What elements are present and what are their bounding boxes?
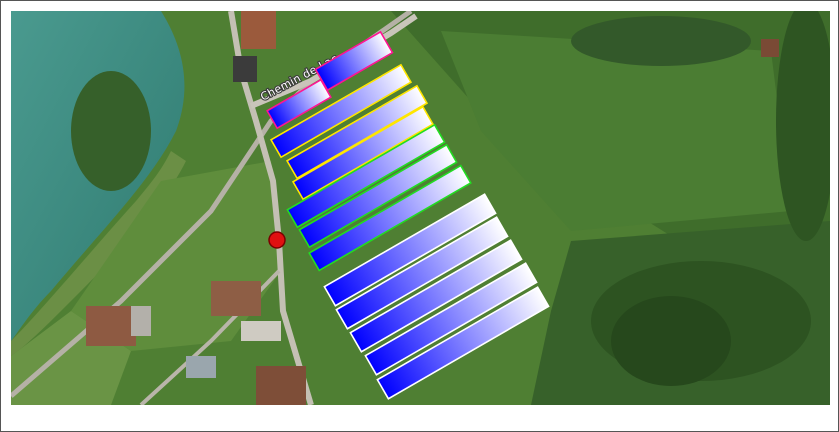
building-east (761, 39, 779, 57)
solar-panel-6[interactable] (286, 123, 446, 229)
building-house-south (256, 366, 306, 405)
satellite-map[interactable]: Chemin de Lac (11, 11, 830, 405)
solar-panel-7[interactable] (298, 143, 458, 249)
building-north (241, 11, 276, 49)
solar-panel-8[interactable] (308, 164, 472, 272)
lake-shore (11, 151, 186, 356)
location-marker-icon[interactable] (268, 231, 286, 249)
solar-panel-9[interactable] (323, 193, 497, 307)
solar-panel-3[interactable] (269, 63, 413, 159)
building-barn-center (241, 321, 281, 341)
solar-panel-4[interactable] (285, 84, 429, 180)
building-greenhouse (186, 356, 216, 378)
solar-panel-12[interactable] (364, 262, 538, 376)
building-shed-north (233, 56, 257, 82)
solar-panel-2[interactable] (266, 78, 332, 130)
forest-east-edge (776, 11, 830, 241)
solar-panel-5[interactable] (291, 105, 435, 201)
solar-panel-11[interactable] (349, 239, 523, 353)
field-center (441, 31, 791, 231)
building-farm-center (211, 281, 261, 316)
solar-panel-13[interactable] (376, 286, 550, 400)
building-farmhouse-west (86, 306, 136, 346)
solar-panel-10[interactable] (335, 216, 509, 330)
forest-dense (611, 296, 731, 386)
trees-lakeside (71, 71, 151, 191)
solar-panel-group (266, 30, 550, 400)
forest-north (571, 16, 751, 66)
building-annex-west (131, 306, 151, 336)
